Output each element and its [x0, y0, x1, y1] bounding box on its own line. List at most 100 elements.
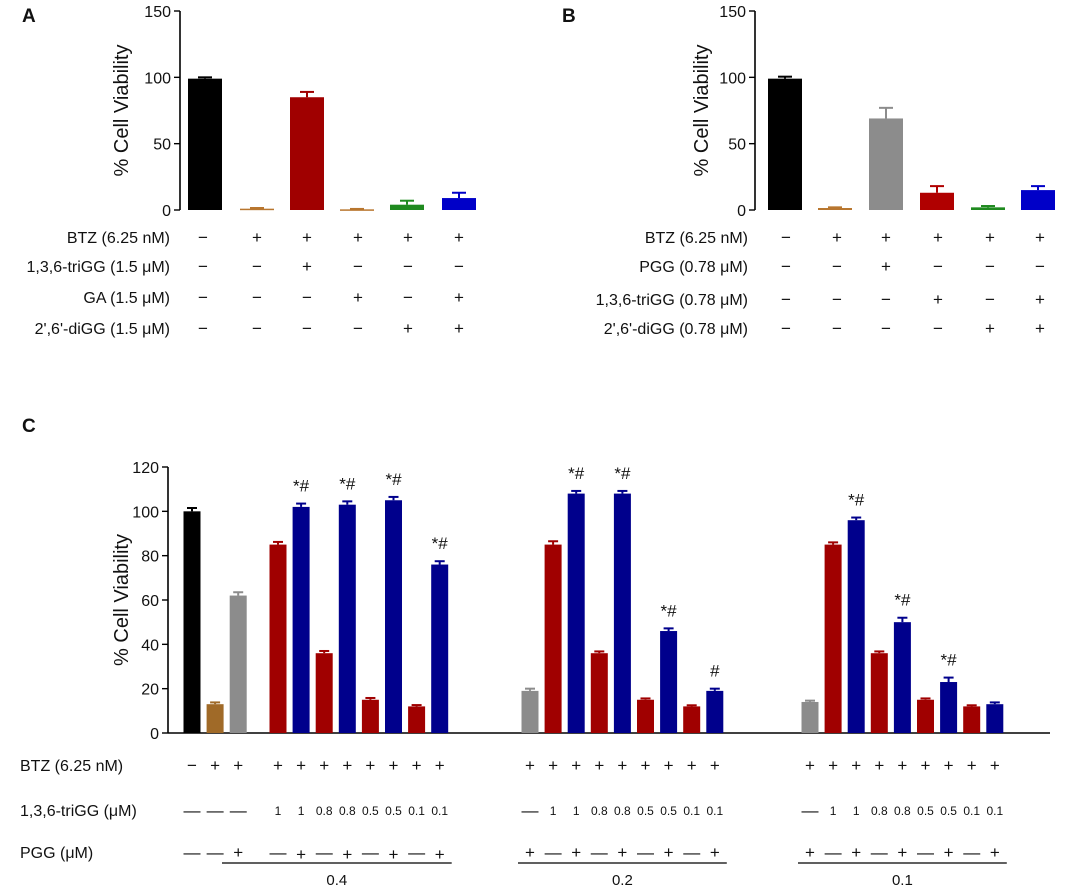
pgg-sign: +: [851, 843, 861, 862]
condition-row-label: PGG (μM): [20, 845, 93, 862]
condition-row-label: BTZ (6.25 nM): [67, 230, 170, 247]
pgg-sign: +: [944, 843, 954, 862]
trigg-value: 0.5: [637, 804, 654, 818]
condition-row-label: 2',6'-diGG (1.5 μM): [35, 321, 170, 338]
btz-sign: +: [342, 756, 352, 775]
condition-sign: +: [353, 288, 363, 307]
y-axis-title: % Cell Viability: [691, 45, 713, 177]
trigg-value: 0.1: [963, 804, 980, 818]
btz-sign: +: [921, 756, 931, 775]
bar: [385, 500, 402, 733]
bar: [768, 78, 802, 210]
pgg-sign: +: [389, 845, 399, 864]
condition-sign: +: [302, 257, 312, 276]
condition-sign: −: [252, 288, 262, 307]
condition-sign: +: [933, 290, 943, 309]
condition-sign: −: [252, 319, 262, 338]
condition-sign: −: [985, 257, 995, 276]
condition-sign: +: [353, 228, 363, 247]
bar: [290, 97, 324, 210]
bar: [338, 504, 356, 733]
trigg-value: 0.5: [660, 804, 677, 818]
significance-mark: *#: [339, 474, 356, 493]
significance-mark: #: [710, 662, 720, 681]
bar: [229, 595, 247, 733]
condition-sign: −: [832, 319, 842, 338]
condition-sign: −: [881, 290, 891, 309]
pgg-sign: —: [637, 843, 654, 862]
trigg-value: —: [522, 801, 539, 820]
bar: [917, 699, 934, 733]
bar: [521, 690, 539, 733]
y-tick-label: 100: [719, 70, 746, 87]
condition-sign: +: [985, 228, 995, 247]
trigg-value: 1: [550, 804, 557, 818]
y-tick-label: 80: [141, 549, 159, 566]
pgg-sign: +: [435, 845, 445, 864]
significance-mark: *#: [293, 477, 310, 496]
trigg-value: 0.1: [431, 804, 448, 818]
trigg-value: 0.8: [339, 804, 356, 818]
condition-sign: −: [985, 290, 995, 309]
bar: [361, 699, 379, 733]
condition-sign: −: [781, 257, 791, 276]
btz-sign: +: [525, 756, 535, 775]
bar: [847, 520, 865, 733]
btz-sign: +: [435, 756, 445, 775]
y-tick-label: 0: [150, 726, 159, 743]
pgg-sign: —: [207, 843, 224, 862]
condition-sign: +: [985, 319, 995, 338]
btz-sign: +: [319, 756, 329, 775]
btz-sign: +: [805, 756, 815, 775]
btz-sign: +: [617, 756, 627, 775]
pgg-sign: —: [270, 843, 287, 862]
y-tick-label: 100: [144, 70, 171, 87]
condition-row-label: 1,3,6-triGG (μM): [20, 803, 137, 820]
trigg-value: 1: [275, 804, 282, 818]
condition-sign: −: [832, 290, 842, 309]
y-tick-label: 150: [719, 4, 746, 21]
btz-sign: −: [187, 756, 197, 775]
bar: [206, 704, 224, 733]
condition-sign: −: [252, 257, 262, 276]
btz-sign: +: [233, 756, 243, 775]
significance-mark: *#: [848, 491, 865, 510]
condition-sign: −: [403, 288, 413, 307]
condition-sign: −: [933, 319, 943, 338]
significance-mark: *#: [432, 534, 449, 553]
btz-sign: +: [548, 756, 558, 775]
condition-sign: +: [302, 228, 312, 247]
bar: [869, 118, 903, 210]
bar: [315, 653, 333, 733]
panel-label-a: A: [22, 6, 36, 27]
bar: [613, 493, 631, 733]
condition-sign: +: [1035, 319, 1045, 338]
y-tick-label: 50: [728, 137, 746, 154]
y-axis-title: % Cell Viability: [111, 45, 133, 177]
bar: [544, 544, 562, 733]
pgg-sign: +: [710, 843, 720, 862]
y-tick-label: 50: [153, 137, 171, 154]
trigg-value: 0.8: [894, 804, 911, 818]
condition-sign: +: [454, 288, 464, 307]
condition-sign: +: [881, 228, 891, 247]
pgg-sign: —: [871, 843, 888, 862]
y-tick-label: 0: [737, 203, 746, 220]
bar: [801, 701, 819, 733]
btz-sign: +: [828, 756, 838, 775]
trigg-value: 0.8: [871, 804, 888, 818]
condition-sign: −: [198, 257, 208, 276]
condition-sign: +: [454, 319, 464, 338]
y-tick-label: 20: [141, 682, 159, 699]
trigg-value: —: [230, 801, 247, 820]
trigg-value: —: [802, 801, 819, 820]
y-axis-title: % Cell Viability: [111, 534, 133, 666]
condition-row-label: BTZ (6.25 nM): [20, 758, 123, 775]
condition-sign: +: [403, 228, 413, 247]
y-tick-label: 150: [144, 4, 171, 21]
bar: [240, 208, 274, 211]
condition-row-label: 2',6'-diGG (0.78 μM): [604, 321, 748, 338]
bar: [870, 653, 888, 733]
pgg-sign: +: [617, 843, 627, 862]
condition-sign: −: [302, 319, 312, 338]
